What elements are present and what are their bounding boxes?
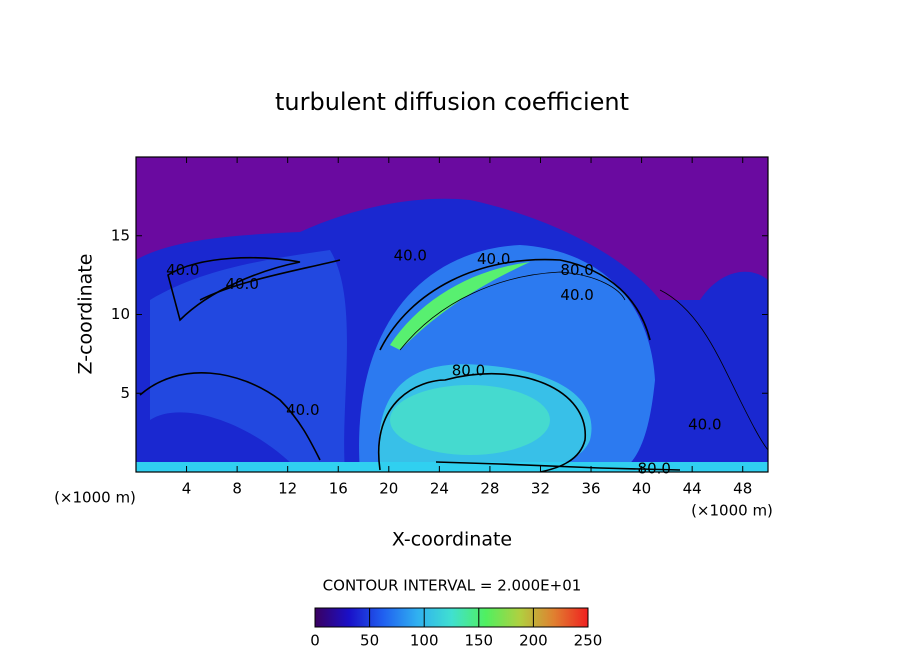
x-tick-label: 24 bbox=[430, 480, 449, 498]
contour-label: 40.0 bbox=[477, 250, 510, 268]
colorbar-tick-label: 200 bbox=[519, 632, 548, 650]
colorbar-tick-label: 100 bbox=[410, 632, 439, 650]
x-tick-label: 8 bbox=[232, 480, 242, 498]
x-axis-label: X-coordinate bbox=[392, 529, 512, 551]
x-tick-label: 40 bbox=[632, 480, 651, 498]
contour-label: 40.0 bbox=[286, 401, 319, 419]
colorbar-tick-label: 0 bbox=[310, 632, 320, 650]
colorbar-tick-label: 50 bbox=[360, 632, 379, 650]
contour-label: 40.0 bbox=[225, 275, 258, 293]
contour-interval: CONTOUR INTERVAL = 2.000E+01 bbox=[323, 577, 582, 595]
y-axis-label: Z-coordinate bbox=[75, 254, 97, 375]
contour-label: 40.0 bbox=[560, 286, 593, 304]
contour-label: 80.0 bbox=[452, 362, 485, 380]
y-tick-label: 10 bbox=[111, 305, 130, 323]
x-tick-label: 32 bbox=[531, 480, 550, 498]
contour-label: 80.0 bbox=[638, 459, 671, 477]
x-unit-left: (×1000 m) bbox=[54, 489, 136, 507]
x-tick-label: 48 bbox=[733, 480, 752, 498]
x-unit-right: (×1000 m) bbox=[691, 502, 773, 520]
contour-label: 40.0 bbox=[166, 261, 199, 279]
contour-label: 80.0 bbox=[560, 261, 593, 279]
x-tick-label: 36 bbox=[581, 480, 600, 498]
x-tick-label: 4 bbox=[182, 480, 192, 498]
colorbar-tick-label: 250 bbox=[574, 632, 603, 650]
y-tick-label: 15 bbox=[111, 226, 130, 244]
contour-label: 40.0 bbox=[688, 415, 721, 433]
y-tick-label: 5 bbox=[120, 384, 130, 402]
field bbox=[136, 157, 768, 472]
x-tick-label: 44 bbox=[683, 480, 702, 498]
x-tick-label: 20 bbox=[379, 480, 398, 498]
colorbar bbox=[314, 607, 589, 628]
colorbar-tick-label: 150 bbox=[464, 632, 493, 650]
contour-label: 40.0 bbox=[394, 247, 427, 265]
x-tick-label: 12 bbox=[278, 480, 297, 498]
x-tick-label: 16 bbox=[329, 480, 348, 498]
x-tick-label: 28 bbox=[480, 480, 499, 498]
chart-title: turbulent diffusion coefficient bbox=[275, 88, 629, 116]
